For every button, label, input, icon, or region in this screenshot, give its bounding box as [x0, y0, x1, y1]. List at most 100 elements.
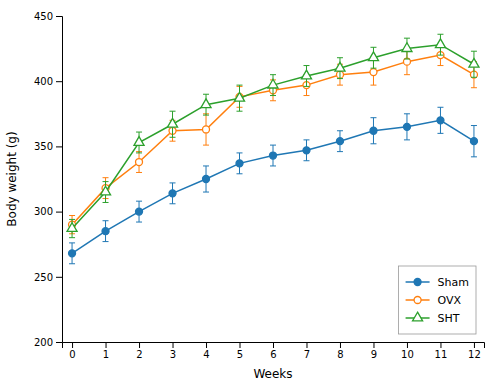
tick-label: 400	[34, 76, 53, 87]
error-bar	[203, 166, 209, 192]
legend-label: Sham	[438, 276, 469, 289]
tick-mark	[474, 342, 475, 348]
point	[370, 69, 377, 76]
tick: 7	[304, 342, 310, 360]
plot-area	[67, 34, 479, 264]
tick: 200	[34, 337, 62, 348]
tick-mark	[306, 342, 307, 348]
point	[69, 250, 76, 257]
error-bar	[203, 114, 209, 145]
tick-label: 4	[203, 349, 209, 360]
point	[335, 62, 345, 71]
tick: 250	[34, 272, 62, 283]
tick-label: 3	[170, 349, 176, 360]
x-axis: 0123456789101112	[63, 342, 485, 360]
point	[167, 118, 177, 127]
tick: 8	[337, 342, 343, 360]
point	[203, 126, 210, 133]
point	[234, 92, 244, 101]
point	[470, 138, 477, 145]
point	[368, 52, 378, 61]
point	[100, 186, 110, 195]
series	[69, 107, 478, 263]
error-bar	[69, 243, 75, 264]
point	[437, 117, 444, 124]
point	[303, 147, 310, 154]
tick: 4	[203, 342, 209, 360]
point	[134, 137, 144, 146]
error-bar	[270, 145, 276, 166]
chart-container: 0123456789101112200250300350400450WeeksB…	[0, 0, 500, 388]
point	[370, 127, 377, 134]
tick-mark	[206, 342, 207, 348]
point	[469, 58, 479, 67]
legend-marker	[414, 297, 421, 304]
tick-label: 350	[34, 141, 53, 152]
point	[268, 79, 278, 88]
point	[336, 138, 343, 145]
point	[435, 39, 445, 48]
tick-label: 0	[69, 349, 75, 360]
error-bar	[337, 131, 343, 152]
tick-label: 250	[34, 272, 53, 283]
tick: 3	[170, 342, 176, 360]
tick-mark	[240, 342, 241, 348]
series	[67, 34, 479, 237]
point	[102, 228, 109, 235]
tick: 2	[136, 342, 142, 360]
point	[67, 223, 77, 232]
tick-mark	[139, 342, 140, 348]
point	[402, 43, 412, 52]
legend: Sham OVX SHT	[399, 266, 476, 334]
legend-item: OVX	[406, 294, 462, 307]
error-bar	[103, 221, 109, 242]
tick: 9	[371, 342, 377, 360]
tick-label: 10	[401, 349, 414, 360]
line	[72, 45, 474, 229]
axis-line	[56, 17, 63, 343]
tick: 350	[34, 141, 62, 152]
series	[69, 45, 478, 234]
point	[169, 190, 176, 197]
error-bar	[170, 183, 176, 204]
tick-mark	[106, 342, 107, 348]
legend-marker	[413, 312, 423, 321]
legend-box	[399, 266, 476, 334]
tick-label: 5	[237, 349, 243, 360]
tick: 12	[468, 342, 481, 360]
tick-label: 8	[337, 349, 343, 360]
tick-label: 9	[371, 349, 377, 360]
tick-mark	[340, 342, 341, 348]
axis-line	[63, 343, 485, 349]
error-bar	[437, 107, 443, 133]
legend-marker	[414, 279, 421, 286]
error-bar	[404, 114, 410, 140]
point	[270, 152, 277, 159]
tick: 0	[69, 342, 75, 360]
tick-mark	[56, 212, 62, 213]
tick-label: 6	[270, 349, 276, 360]
legend-label: OVX	[438, 294, 462, 307]
tick-mark	[56, 16, 62, 17]
x-axis-title: Weeks	[253, 367, 292, 381]
tick-mark	[56, 342, 62, 343]
tick-mark	[56, 277, 62, 278]
tick-mark	[173, 342, 174, 348]
y-axis: 200250300350400450	[34, 11, 63, 348]
tick-label: 11	[435, 349, 448, 360]
error-bar	[136, 201, 142, 222]
tick: 5	[237, 342, 243, 360]
chart: 0123456789101112200250300350400450WeeksB…	[0, 0, 500, 388]
tick-label: 1	[103, 349, 109, 360]
y-axis-title: Body weight (g)	[5, 131, 19, 226]
error-bar	[471, 126, 477, 157]
point	[403, 123, 410, 130]
tick-mark	[440, 342, 441, 348]
point	[136, 208, 143, 215]
legend-label: SHT	[438, 312, 460, 325]
error-bar	[370, 118, 376, 144]
tick-label: 2	[136, 349, 142, 360]
error-bar	[237, 153, 243, 174]
tick-mark	[373, 342, 374, 348]
tick-label: 12	[468, 349, 481, 360]
